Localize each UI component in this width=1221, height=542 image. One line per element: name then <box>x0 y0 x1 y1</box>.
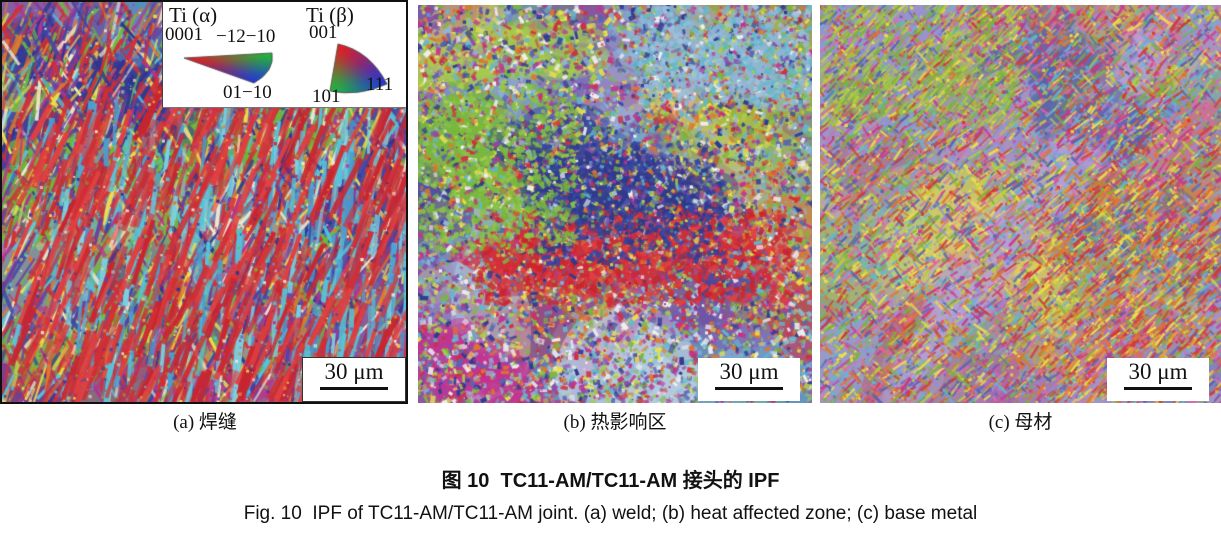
ipf-map-haz-canvas <box>418 5 812 403</box>
ipf-map-base-metal-canvas <box>820 5 1221 403</box>
scale-bar-haz: 30 μm <box>698 358 800 401</box>
panel-heat-affected-zone: 30 μm <box>418 5 812 403</box>
scale-bar-line <box>320 387 388 390</box>
legend-ti-beta-title: Ti (β) <box>306 3 354 27</box>
figure-caption-english: Fig. 10 IPF of TC11-AM/TC11-AM joint. (a… <box>243 503 978 524</box>
scale-bar-weld: 30 μm <box>302 357 406 402</box>
scale-bar-label: 30 μm <box>719 359 779 384</box>
panel-base-metal: 30 μm <box>820 5 1221 403</box>
legend-ti-alpha-title: Ti (α) <box>169 3 218 27</box>
beta-ipf-triangle <box>326 41 390 97</box>
ipf-color-key: Ti (α) 0001 −12−10 01−10 Ti (β) 001 101 … <box>162 2 406 108</box>
legend-beta-001-label: 001 <box>309 22 338 43</box>
legend-alpha-m12m10-label: −12−10 <box>216 26 276 47</box>
scale-bar-line <box>715 387 783 390</box>
legend-alpha-01m10-label: 01−10 <box>223 82 272 103</box>
scale-bar-label: 30 μm <box>324 359 384 384</box>
figure-caption-chinese: 图 10 TC11-AM/TC11-AM 接头的 IPF <box>441 470 780 492</box>
scale-bar-label: 30 μm <box>1128 359 1188 384</box>
subcaption-weld: (a) 焊缝 <box>173 412 237 433</box>
panel-weld: Ti (α) 0001 −12−10 01−10 Ti (β) 001 101 … <box>0 0 408 404</box>
legend-beta-111-label: 111 <box>366 74 394 95</box>
subcaption-haz: (b) 热影响区 <box>563 412 667 433</box>
subcaption-base-metal: (c) 母材 <box>988 412 1053 433</box>
legend-beta-101-label: 101 <box>312 86 341 107</box>
alpha-ipf-triangle <box>182 47 276 87</box>
scale-bar-line <box>1124 387 1192 390</box>
scale-bar-base-metal: 30 μm <box>1107 358 1209 401</box>
legend-alpha-0001-label: 0001 <box>165 24 203 45</box>
